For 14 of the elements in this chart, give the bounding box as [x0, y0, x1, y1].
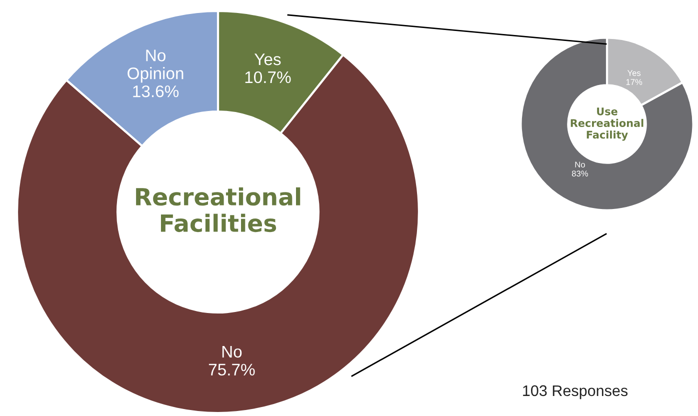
text: Use Recreational Facility [570, 108, 644, 141]
data-label: 10.7% [245, 71, 291, 84]
slice-label: Yes [627, 70, 641, 76]
text: 103 Responses [523, 385, 628, 400]
text: Recreational Facilities [136, 187, 300, 232]
data-label: 13.6% [133, 85, 179, 98]
data-label: 75.7% [208, 364, 255, 376]
slice-label: No Opinion [128, 50, 184, 83]
data-label: 17% [626, 79, 642, 85]
slice-label: No [575, 162, 585, 168]
slice-label: Yes [254, 54, 281, 66]
slice-label: No [222, 346, 242, 358]
data-label: 83% [572, 170, 588, 176]
donut-slice [520, 36, 694, 212]
